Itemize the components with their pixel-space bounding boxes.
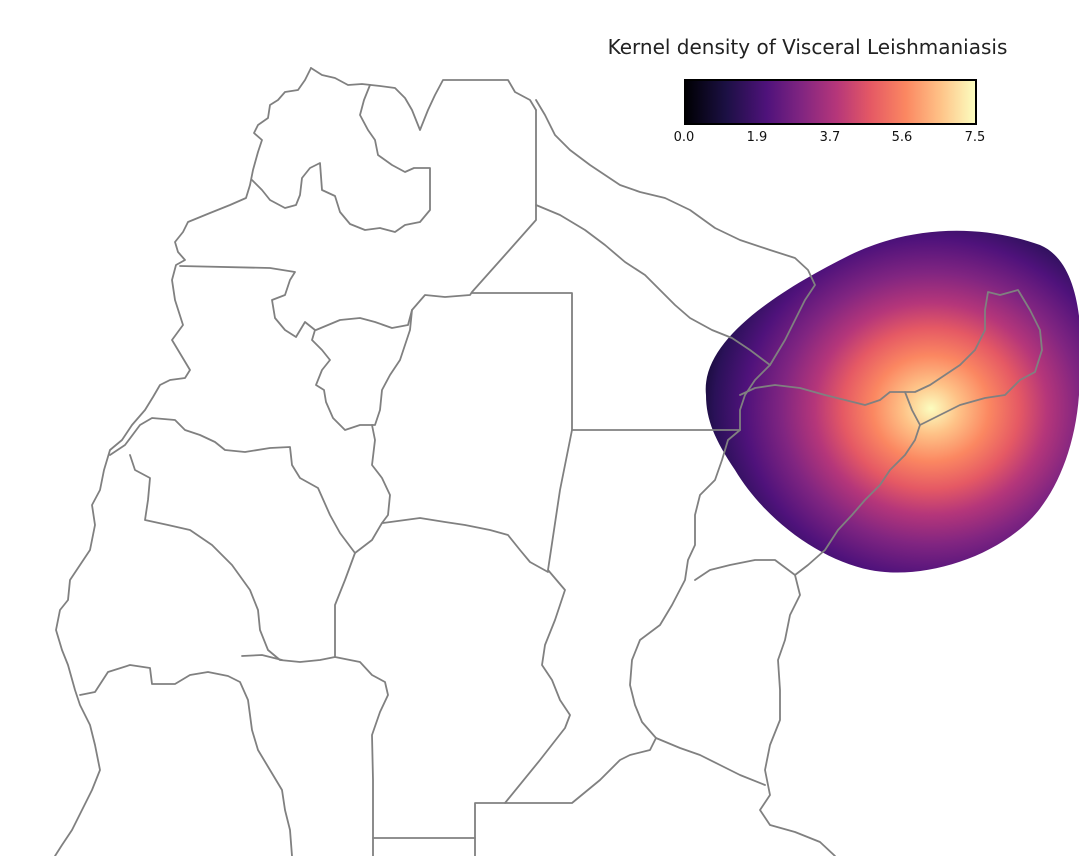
colorbar-tick-2: 3.7: [819, 130, 841, 145]
colorbar: [684, 79, 977, 125]
south-boundary-4: [241, 654, 476, 839]
colorbar-tick-4: 7.5: [964, 130, 986, 145]
north-boundary-3: [179, 109, 537, 431]
colorbar-tick-0: 0.0: [673, 130, 695, 145]
south-boundary-2: [129, 454, 336, 663]
north-boundary-1: [310, 67, 537, 131]
east-boundary-3: [504, 429, 741, 804]
east-boundary-4: [694, 559, 836, 856]
central-boundary-2: [471, 292, 741, 431]
east-boundary-6: [739, 384, 921, 576]
central-boundary-3: [474, 429, 573, 856]
north-boundary-2: [251, 84, 431, 233]
west-boundary: [54, 67, 312, 856]
colorbar-tick-1: 1.9: [746, 130, 768, 145]
kernel-density-surface: [705, 230, 1079, 573]
east-boundary-2: [535, 204, 771, 366]
map-title: Kernel density of Visceral Leishmaniasis: [607, 35, 1008, 59]
east-boundary-5: [655, 737, 766, 786]
admin-boundaries: [54, 67, 1043, 856]
central-boundary-4: [109, 417, 391, 554]
colorbar-tick-3: 5.6: [891, 130, 913, 145]
south-boundary-1: [334, 552, 389, 856]
east-boundary-1: [535, 99, 816, 431]
south-boundary-3: [79, 664, 293, 856]
central-boundary-1: [315, 309, 413, 331]
east-boundary-7: [904, 289, 1043, 426]
central-boundary-5: [382, 517, 549, 573]
